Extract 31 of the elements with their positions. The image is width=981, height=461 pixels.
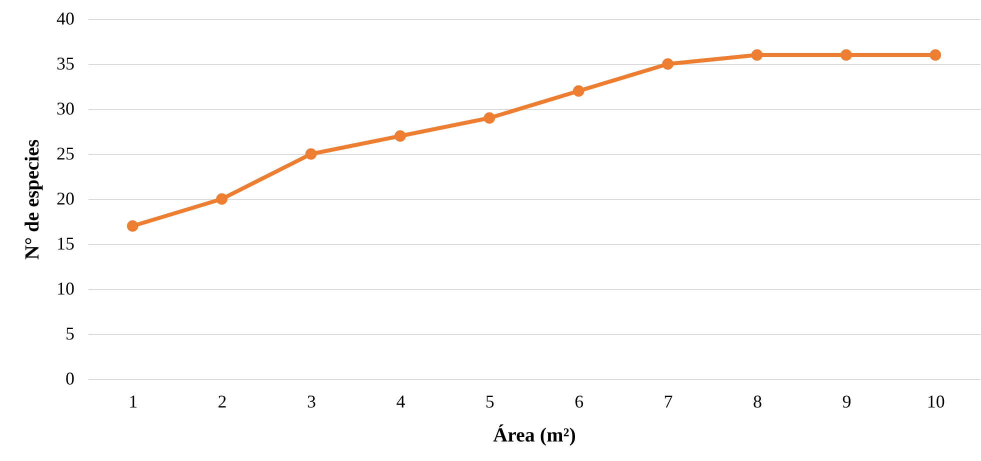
y-tick-label: 5 [66, 324, 74, 344]
y-tick-label: 0 [66, 368, 74, 388]
x-tick-label: 4 [396, 392, 406, 412]
x-tick-label: 2 [218, 392, 227, 412]
x-tick-label: 7 [664, 392, 673, 412]
point [126, 220, 138, 232]
point [484, 112, 496, 124]
x-tick-label: 6 [574, 392, 584, 412]
point [394, 130, 406, 142]
y-tick-label: 30 [56, 98, 74, 118]
point [662, 58, 674, 70]
x-tick-label: 5 [485, 392, 494, 412]
x-tick-label: 10 [926, 392, 945, 412]
point [930, 49, 942, 61]
y-tick-label: 10 [56, 278, 74, 298]
y-tick-label: 25 [56, 144, 74, 164]
x-tick-label: 3 [307, 392, 316, 412]
y-tick-label: 20 [56, 188, 74, 208]
x-tick-label: 1 [128, 392, 138, 412]
y-tick-label: 40 [56, 8, 74, 28]
x-tick-label: 8 [753, 392, 762, 412]
x-tick-label: 9 [842, 392, 852, 412]
point [572, 85, 584, 97]
point [216, 193, 228, 205]
y-tick-label: 35 [56, 54, 74, 74]
y-tick-label: 15 [56, 234, 74, 254]
point [751, 49, 763, 61]
y-axis-title: N° de especies [22, 139, 44, 260]
x-axis-title: Área (m²) [493, 424, 576, 446]
point [840, 49, 852, 61]
point [305, 148, 317, 160]
